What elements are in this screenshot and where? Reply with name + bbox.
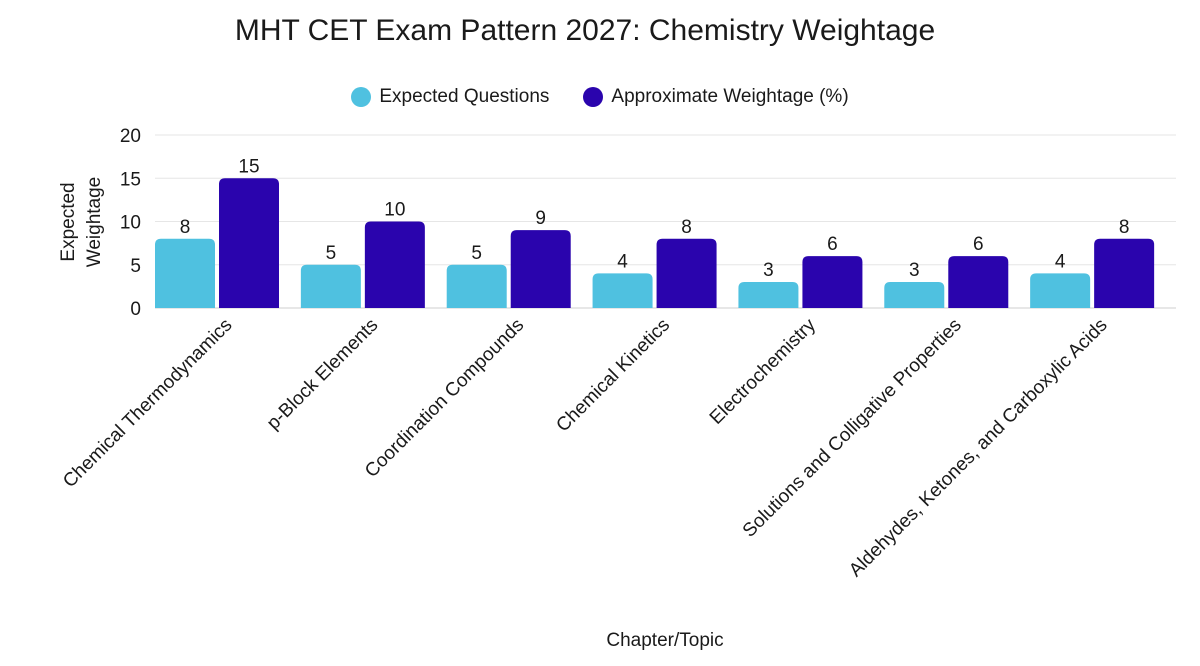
category-label-p-block-elements: p-Block Elements [263,315,382,434]
category-label-coordination-compounds: Coordination Compounds [361,315,528,482]
y-tick-label: 15 [120,169,141,190]
category-label-aldehydes-ketones-and-carboxylic-acids: Aldehydes, Ketones, and Carboxylic Acids [845,315,1112,582]
data-label-approximate-weightage-p-block-elements: 10 [384,200,405,221]
x-axis-label: Chapter/Topic [606,630,723,651]
legend-item-approximate-weightage: Approximate Weightage (%) [583,86,849,108]
legend: Expected Questions Approximate Weightage… [0,86,1200,108]
y-tick-label: 20 [120,126,141,147]
data-label-expected-questions-coordination-compounds: 5 [471,243,482,264]
data-label-expected-questions-p-block-elements: 5 [326,243,337,264]
data-label-approximate-weightage-aldehydes-ketones-and-carboxylic-acids: 8 [1119,217,1130,238]
bar-expected-questions-electrochemistry [738,282,799,308]
legend-swatch-approximate-weightage [583,87,604,107]
y-axis-label-line-2: Weightage [84,177,105,268]
bar-approximate-weightage-aldehydes-ketones-and-carboxylic-acids [1094,238,1155,308]
data-label-expected-questions-solutions-and-colligative-properties: 3 [909,260,920,281]
data-labels: 8 15 5 10 5 9 4 8 3 6 3 6 4 8 [180,156,1130,281]
legend-swatch-expected-questions [351,87,372,107]
category-labels: Chemical Thermodynamics p-Block ElementsC… [59,314,1112,581]
bar-expected-questions-coordination-compounds [446,264,507,308]
bar-approximate-weightage-coordination-compounds [510,230,571,308]
legend-item-expected-questions: Expected Questions [351,86,549,108]
bar-expected-questions-p-block-elements [300,264,361,308]
bar-approximate-weightage-chemical-thermodynamics [219,178,279,308]
bar-expected-questions-chemical-kinetics [592,273,653,308]
data-label-approximate-weightage-electrochemistry: 6 [827,234,838,255]
bar-expected-questions-chemical-thermodynamics [155,238,215,308]
chart-title: MHT CET Exam Pattern 2027: Chemistry Wei… [234,14,936,47]
legend-label-expected-questions: Expected Questions [379,86,550,107]
bars [155,178,1155,308]
bar-approximate-weightage-solutions-and-colligative-properties [948,256,1009,308]
data-label-approximate-weightage-chemical-thermodynamics: 15 [238,156,259,177]
data-label-approximate-weightage-solutions-and-colligative-properties: 6 [973,234,984,255]
bar-approximate-weightage-p-block-elements [364,221,425,308]
bar-expected-questions-aldehydes-ketones-and-carboxylic-acids [1030,273,1091,308]
legend-label-approximate-weightage: Approximate Weightage (%) [611,86,849,107]
category-label-electrochemistry: Electrochemistry [706,314,820,428]
y-tick-label: 10 [120,213,141,234]
bar-approximate-weightage-electrochemistry [802,256,863,308]
category-label-chemical-thermodynamics: Chemical Thermodynamics [59,315,236,492]
data-label-approximate-weightage-chemical-kinetics: 8 [681,217,692,238]
bar-expected-questions-solutions-and-colligative-properties [884,282,945,308]
y-axis-label-line-1: Expected [58,182,79,261]
data-label-expected-questions-chemical-thermodynamics: 8 [180,217,191,238]
data-label-approximate-weightage-coordination-compounds: 9 [535,208,546,229]
y-tick-labels: 0 5 10 15 20 [120,126,141,320]
data-label-expected-questions-aldehydes-ketones-and-carboxylic-acids: 4 [1055,251,1066,272]
y-tick-label: 5 [130,256,141,277]
data-label-expected-questions-electrochemistry: 3 [763,260,774,281]
bar-approximate-weightage-chemical-kinetics [656,238,717,308]
data-label-expected-questions-chemical-kinetics: 4 [617,251,628,272]
y-tick-label: 0 [130,299,141,320]
category-label-chemical-kinetics: Chemical Kinetics [552,315,674,437]
